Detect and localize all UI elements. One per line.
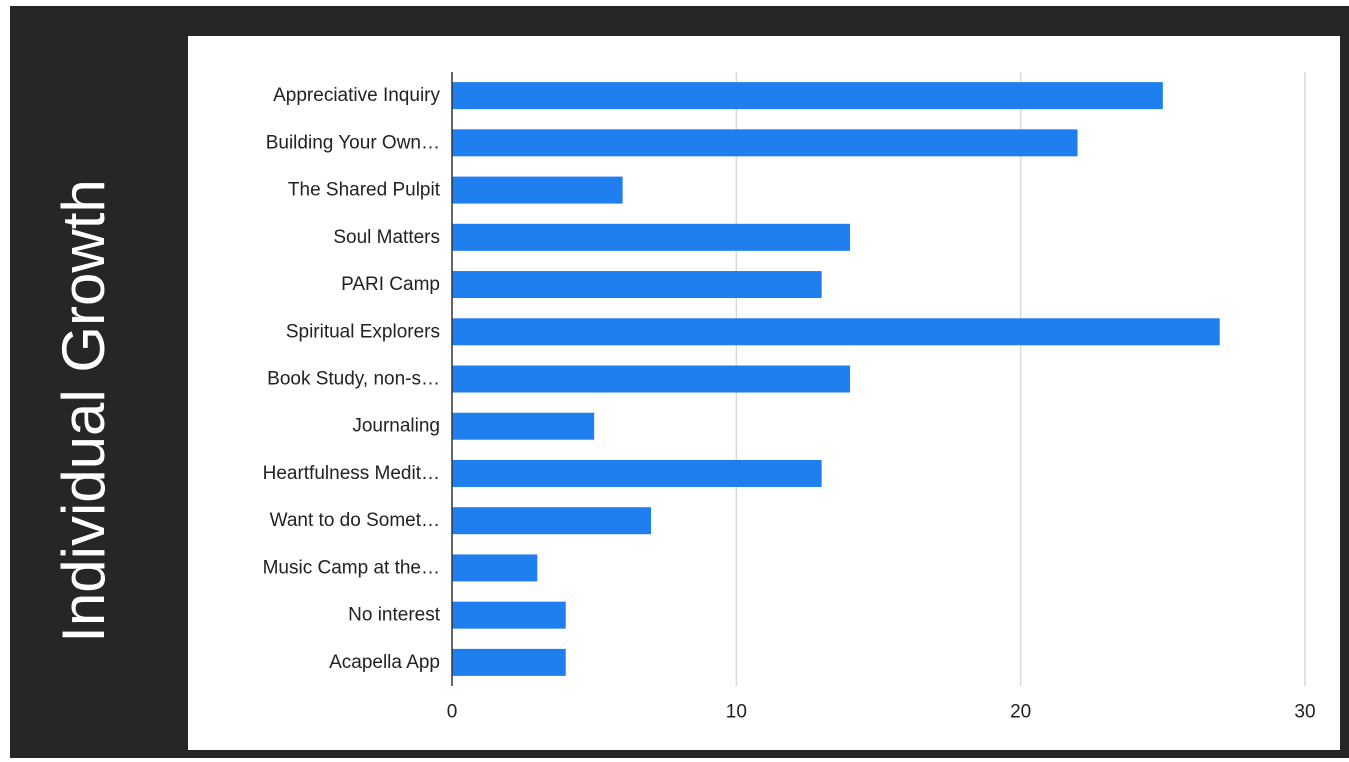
category-labels: Appreciative Inquiry Building Your Own… Th…	[263, 85, 441, 673]
category-label: Heartfulness Medit…	[263, 463, 440, 484]
bar-4	[452, 223, 851, 251]
category-label: Soul Matters	[333, 227, 440, 248]
category-label: Spiritual Explorers	[286, 321, 440, 342]
slide-background: Individual Growth Appreciative Inquiry Bu…	[10, 6, 1349, 758]
bar-6	[452, 318, 1220, 346]
category-label: Journaling	[352, 416, 440, 437]
x-tick-label: 20	[1010, 702, 1031, 723]
category-label: Music Camp at the…	[263, 557, 440, 578]
category-label: No interest	[348, 605, 441, 626]
bar-1	[452, 82, 1163, 110]
x-tick-label: 10	[726, 702, 747, 723]
slide-title: Individual Growth	[50, 179, 117, 643]
category-label: Acapella App	[329, 652, 440, 673]
bar-chart: Appreciative Inquiry Building Your Own… Th…	[263, 72, 1316, 723]
bar-11	[452, 554, 538, 582]
x-tick-label: 0	[447, 702, 458, 723]
category-label: The Shared Pulpit	[288, 180, 441, 201]
category-label: PARI Camp	[341, 274, 440, 295]
bar-9	[452, 459, 822, 487]
bar-10	[452, 507, 652, 535]
category-label: Want to do Somet…	[270, 510, 440, 531]
bar-2	[452, 129, 1078, 157]
category-label: Building Your Own…	[266, 132, 440, 153]
bar-13	[452, 648, 566, 676]
x-axis-ticks: 0 10 20 30	[447, 702, 1316, 723]
x-tick-label: 30	[1294, 702, 1315, 723]
category-label: Appreciative Inquiry	[273, 85, 440, 106]
bar-7	[452, 365, 851, 393]
bar-5	[452, 271, 822, 299]
bar-12	[452, 601, 566, 629]
chart-card: Appreciative Inquiry Building Your Own… Th…	[188, 36, 1340, 750]
bar-8	[452, 412, 595, 440]
bars	[452, 82, 1220, 676]
category-label: Book Study, non-s…	[267, 369, 440, 390]
bar-3	[452, 176, 623, 204]
